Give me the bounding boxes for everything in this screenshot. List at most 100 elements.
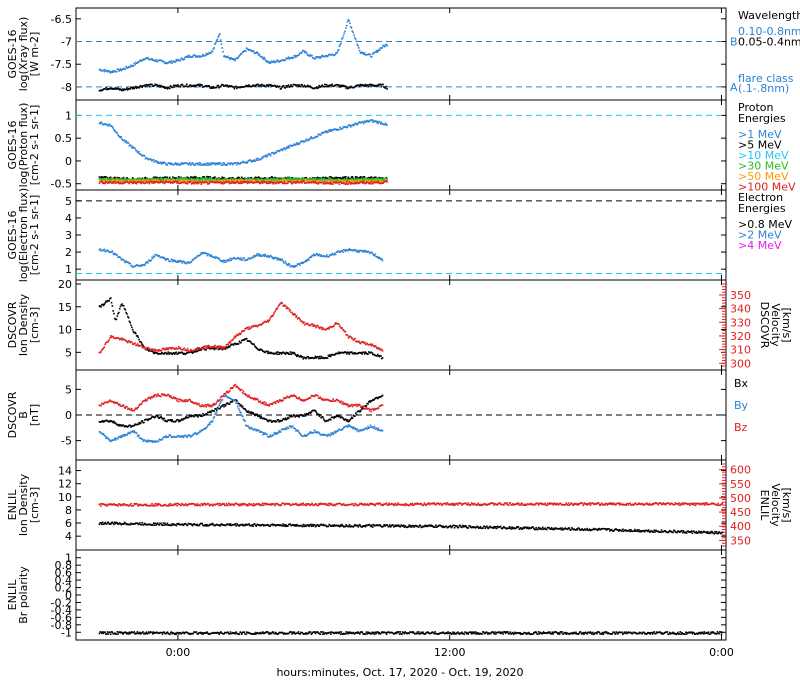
data-point-proton-3 bbox=[147, 178, 150, 180]
data-point-dscovr-plasma-0 bbox=[199, 349, 202, 351]
data-point-dscovr-plasma-1 bbox=[219, 346, 222, 349]
data-point-dscovr-plasma-0 bbox=[126, 315, 129, 318]
data-point-xray-1 bbox=[199, 83, 202, 86]
data-point-proton-5 bbox=[225, 180, 228, 183]
data-point-proton-3 bbox=[354, 178, 357, 181]
data-point-xray-1 bbox=[332, 85, 334, 88]
data-point-dscovr-plasma-1 bbox=[304, 323, 307, 325]
data-point-xray-0 bbox=[336, 52, 338, 54]
data-point-dscovr-plasma-0 bbox=[150, 350, 153, 352]
data-point-proton-5 bbox=[366, 181, 369, 183]
data-point-dscovr-mag-0 bbox=[158, 417, 161, 420]
data-point-proton-2 bbox=[352, 178, 354, 181]
data-point-dscovr-plasma-1 bbox=[328, 328, 330, 330]
data-point-dscovr-mag-0 bbox=[206, 413, 208, 415]
data-point-dscovr-plasma-1 bbox=[152, 348, 154, 351]
data-point-proton-3 bbox=[379, 178, 381, 180]
data-point-electron-0 bbox=[262, 254, 264, 257]
data-point-xray-0 bbox=[222, 50, 224, 53]
data-point-dscovr-mag-0 bbox=[126, 425, 128, 428]
data-point-electron-0 bbox=[254, 255, 257, 257]
data-point-proton-5 bbox=[294, 182, 297, 184]
data-point-dscovr-plasma-0 bbox=[267, 350, 270, 353]
y-tick-label: 15 bbox=[58, 301, 72, 314]
data-point-dscovr-mag-1 bbox=[169, 434, 171, 436]
data-point-dscovr-mag-1 bbox=[263, 433, 266, 435]
data-point-dscovr-plasma-0 bbox=[312, 357, 315, 360]
data-point-dscovr-plasma-1 bbox=[147, 347, 150, 349]
data-point-dscovr-mag-1 bbox=[211, 421, 213, 423]
data-point-dscovr-mag-2 bbox=[114, 402, 117, 404]
data-point-electron-0 bbox=[123, 260, 126, 263]
data-point-dscovr-plasma-1 bbox=[151, 348, 153, 350]
data-point-proton-4 bbox=[139, 181, 142, 184]
data-point-proton-3 bbox=[289, 178, 291, 181]
data-point-proton-0 bbox=[319, 133, 321, 136]
data-point-dscovr-mag-2 bbox=[180, 399, 182, 402]
data-point-proton-0 bbox=[152, 158, 155, 161]
data-point-dscovr-mag-2 bbox=[121, 405, 123, 408]
data-point-proton-5 bbox=[168, 181, 171, 183]
data-point-dscovr-mag-2 bbox=[105, 401, 107, 404]
data-point-dscovr-plasma-0 bbox=[381, 357, 384, 359]
data-point-xray-1 bbox=[198, 85, 201, 87]
data-point-electron-0 bbox=[354, 249, 356, 252]
data-point-xray-1 bbox=[349, 85, 352, 88]
data-point-dscovr-plasma-1 bbox=[129, 341, 131, 344]
data-point-proton-2 bbox=[206, 179, 209, 182]
data-point-xray-1 bbox=[243, 86, 245, 88]
data-point-proton-1 bbox=[255, 177, 257, 179]
data-point-proton-4 bbox=[206, 180, 209, 183]
data-point-xray-0 bbox=[339, 44, 342, 46]
data-point-proton-1 bbox=[278, 177, 281, 180]
data-point-dscovr-mag-1 bbox=[175, 436, 178, 438]
data-point-dscovr-mag-0 bbox=[152, 415, 154, 418]
data-point-proton-1 bbox=[122, 176, 125, 179]
data-point-proton-0 bbox=[171, 163, 173, 165]
data-point-xray-0 bbox=[277, 60, 279, 62]
data-point-proton-5 bbox=[255, 181, 257, 184]
data-point-dscovr-mag-2 bbox=[186, 400, 189, 403]
data-point-xray-1 bbox=[383, 86, 385, 88]
data-point-proton-3 bbox=[163, 179, 165, 181]
data-point-dscovr-plasma-1 bbox=[117, 337, 119, 339]
data-point-proton-5 bbox=[259, 182, 262, 185]
data-point-xray-1 bbox=[259, 84, 262, 86]
data-point-xray-1 bbox=[363, 85, 366, 88]
data-point-dscovr-mag-2 bbox=[223, 393, 225, 395]
data-point-electron-0 bbox=[109, 251, 112, 254]
data-point-dscovr-plasma-1 bbox=[166, 347, 169, 349]
data-point-dscovr-mag-1 bbox=[183, 435, 186, 437]
data-point-proton-0 bbox=[189, 164, 192, 167]
data-point-xray-0 bbox=[379, 49, 381, 51]
data-point-dscovr-mag-0 bbox=[215, 409, 218, 411]
data-point-proton-2 bbox=[133, 179, 135, 181]
data-point-proton-0 bbox=[251, 159, 253, 162]
data-point-proton-0 bbox=[324, 130, 327, 132]
data-point-xray-0 bbox=[321, 54, 324, 57]
data-point-electron-0 bbox=[342, 251, 344, 254]
data-point-electron-0 bbox=[286, 263, 288, 266]
data-point-proton-4 bbox=[243, 180, 245, 183]
data-point-dscovr-mag-0 bbox=[303, 415, 305, 417]
data-point-electron-0 bbox=[355, 249, 357, 251]
data-point-proton-3 bbox=[367, 177, 370, 180]
data-point-proton-0 bbox=[285, 147, 287, 150]
data-point-dscovr-mag-1 bbox=[139, 437, 141, 439]
data-point-dscovr-mag-2 bbox=[149, 397, 152, 400]
data-point-dscovr-plasma-1 bbox=[291, 313, 294, 315]
data-point-proton-0 bbox=[236, 162, 239, 164]
data-point-proton-0 bbox=[169, 163, 172, 166]
data-point-dscovr-mag-0 bbox=[317, 413, 319, 415]
data-point-dscovr-mag-2 bbox=[132, 409, 135, 412]
data-point-dscovr-mag-2 bbox=[106, 401, 109, 404]
data-point-dscovr-mag-0 bbox=[322, 417, 325, 420]
data-point-xray-1 bbox=[126, 87, 128, 89]
data-point-xray-1 bbox=[186, 85, 189, 88]
data-point-dscovr-mag-1 bbox=[197, 432, 199, 434]
data-point-proton-3 bbox=[270, 178, 273, 181]
data-point-proton-0 bbox=[127, 142, 130, 144]
data-point-dscovr-mag-0 bbox=[360, 408, 363, 411]
data-point-dscovr-mag-1 bbox=[363, 429, 365, 431]
data-point-proton-0 bbox=[143, 155, 146, 157]
